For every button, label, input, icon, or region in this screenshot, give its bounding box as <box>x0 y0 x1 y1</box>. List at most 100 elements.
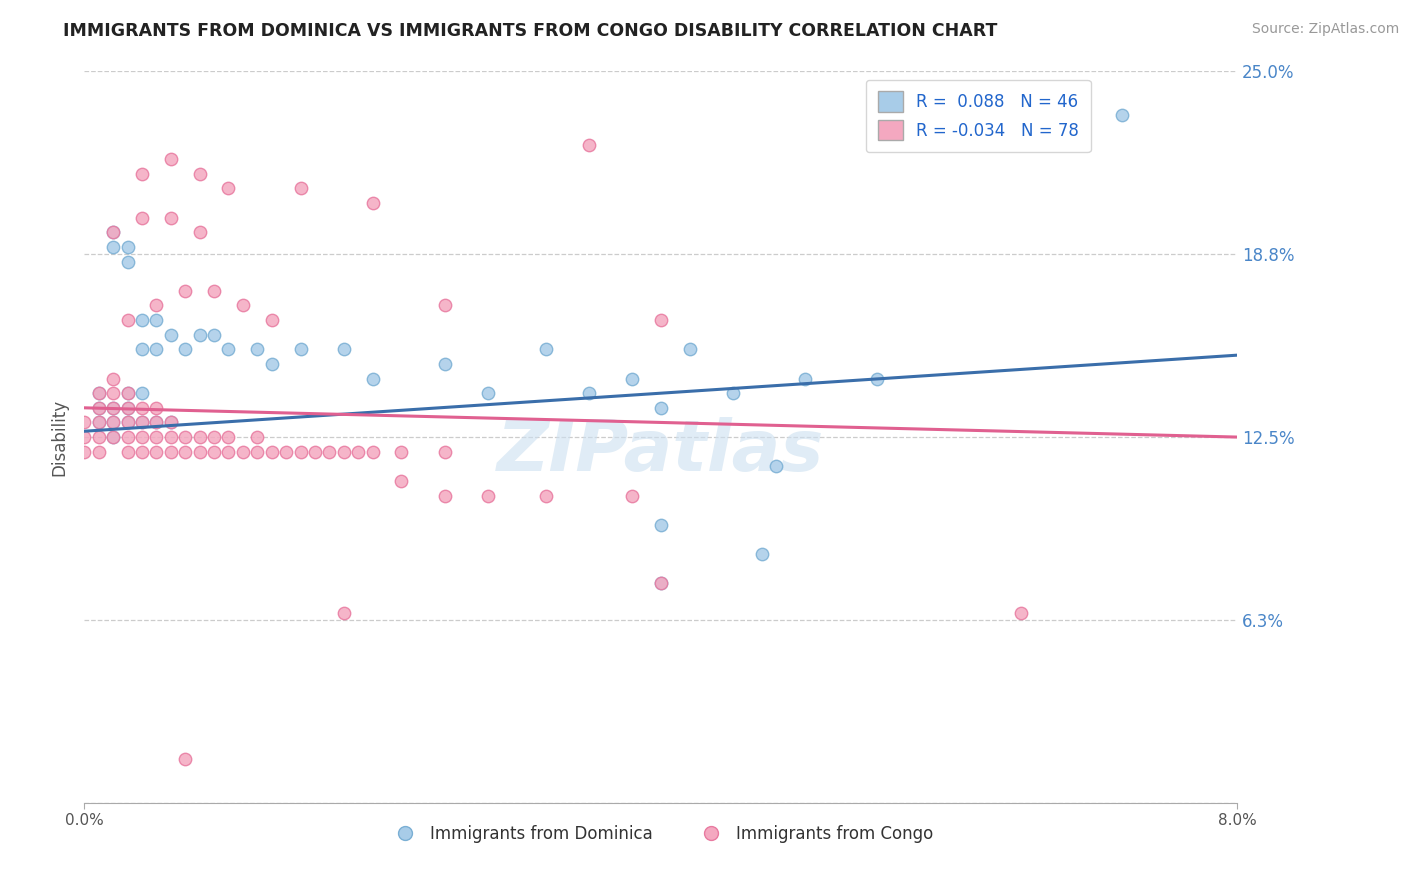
Point <box>188 327 211 342</box>
Point <box>103 225 124 239</box>
Point <box>765 459 787 474</box>
Point <box>103 416 124 430</box>
Point <box>117 401 139 415</box>
Point <box>103 430 124 444</box>
Point <box>160 416 183 430</box>
Point <box>534 489 557 503</box>
Point <box>276 444 298 458</box>
Point <box>117 386 139 401</box>
Point <box>218 181 240 195</box>
Point <box>117 416 139 430</box>
Point <box>391 474 413 488</box>
Point <box>131 430 153 444</box>
Point <box>131 401 153 415</box>
Point <box>650 517 672 532</box>
Point <box>333 343 356 357</box>
Point <box>290 343 312 357</box>
Point <box>117 401 139 415</box>
Point <box>145 444 167 458</box>
Text: ZIPatlas: ZIPatlas <box>498 417 824 486</box>
Point <box>103 240 124 254</box>
Point <box>866 371 889 385</box>
Point <box>433 489 456 503</box>
Point <box>103 371 124 385</box>
Legend: Immigrants from Dominica, Immigrants from Congo: Immigrants from Dominica, Immigrants fro… <box>381 818 941 849</box>
Point <box>174 752 197 766</box>
Point <box>333 606 356 620</box>
Point <box>103 401 124 415</box>
Point <box>87 386 110 401</box>
Point <box>87 401 110 415</box>
Point <box>160 444 183 458</box>
Point <box>578 137 600 152</box>
Point <box>260 357 283 371</box>
Point <box>232 444 254 458</box>
Point <box>202 430 225 444</box>
Point <box>160 430 183 444</box>
Point <box>246 343 269 357</box>
Point <box>87 416 110 430</box>
Point <box>347 444 370 458</box>
Point <box>1010 606 1032 620</box>
Point <box>174 430 197 444</box>
Point <box>290 181 312 195</box>
Point <box>188 444 211 458</box>
Point <box>131 167 153 181</box>
Point <box>1111 108 1133 122</box>
Point <box>73 444 96 458</box>
Point <box>477 489 499 503</box>
Point <box>160 211 183 225</box>
Point <box>145 313 167 327</box>
Point <box>174 444 197 458</box>
Point <box>188 225 211 239</box>
Point <box>679 343 702 357</box>
Point <box>117 254 139 268</box>
Point <box>174 343 197 357</box>
Point <box>433 357 456 371</box>
Point <box>87 416 110 430</box>
Text: IMMIGRANTS FROM DOMINICA VS IMMIGRANTS FROM CONGO DISABILITY CORRELATION CHART: IMMIGRANTS FROM DOMINICA VS IMMIGRANTS F… <box>63 22 998 40</box>
Point <box>246 444 269 458</box>
Point <box>333 444 356 458</box>
Point <box>391 444 413 458</box>
Point <box>721 386 744 401</box>
Point <box>188 430 211 444</box>
Point <box>131 416 153 430</box>
Point <box>650 576 672 591</box>
Point <box>361 371 384 385</box>
Point <box>433 444 456 458</box>
Point <box>232 298 254 312</box>
Point <box>304 444 326 458</box>
Point <box>145 343 167 357</box>
Point <box>87 386 110 401</box>
Point <box>202 284 225 298</box>
Point <box>145 401 167 415</box>
Point <box>160 327 183 342</box>
Point <box>218 430 240 444</box>
Point <box>246 430 269 444</box>
Point <box>87 430 110 444</box>
Point <box>145 416 167 430</box>
Point <box>73 430 96 444</box>
Point <box>202 444 225 458</box>
Point <box>145 430 167 444</box>
Point <box>361 444 384 458</box>
Point <box>131 343 153 357</box>
Point <box>650 313 672 327</box>
Point <box>131 386 153 401</box>
Point <box>131 444 153 458</box>
Point <box>361 196 384 211</box>
Y-axis label: Disability: Disability <box>51 399 69 475</box>
Point <box>621 489 644 503</box>
Point <box>87 401 110 415</box>
Point <box>751 547 773 561</box>
Point <box>621 371 644 385</box>
Point <box>174 284 197 298</box>
Point <box>160 416 183 430</box>
Point <box>117 313 139 327</box>
Point <box>145 416 167 430</box>
Point <box>260 313 283 327</box>
Point <box>117 416 139 430</box>
Point <box>103 401 124 415</box>
Point <box>103 386 124 401</box>
